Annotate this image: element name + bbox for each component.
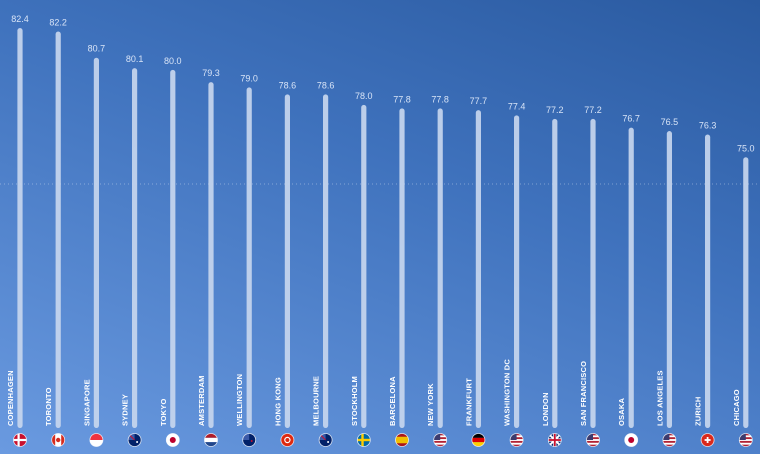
category-label: SAN FRANCISCO — [579, 361, 588, 426]
value-label: 82.4 — [11, 14, 29, 24]
bar — [590, 118, 596, 428]
value-label: 77.2 — [584, 105, 602, 115]
hong-kong-flag-icon — [280, 433, 295, 447]
category-label: SYDNEY — [121, 394, 130, 426]
japan-flag-icon — [165, 433, 180, 447]
value-label: 78.0 — [355, 91, 373, 101]
value-label: 80.0 — [164, 56, 182, 66]
bar — [705, 134, 711, 428]
bar — [628, 127, 634, 428]
value-label: 77.8 — [431, 94, 449, 104]
bar — [284, 94, 290, 428]
value-label: 77.7 — [470, 96, 488, 106]
bar — [399, 108, 405, 429]
category-label: COPENHAGEN — [6, 370, 15, 426]
bar — [552, 118, 558, 428]
category-label: NEW YORK — [426, 383, 435, 426]
value-label: 78.6 — [317, 80, 335, 90]
value-label: 80.7 — [88, 44, 106, 54]
value-label: 79.0 — [240, 73, 258, 83]
value-label: 76.5 — [661, 117, 679, 127]
category-label: STOCKHOLM — [350, 376, 359, 426]
bar — [17, 28, 23, 428]
value-label: 76.7 — [622, 114, 640, 124]
new-zealand-flag-icon — [242, 433, 257, 447]
category-label: LONDON — [541, 392, 550, 426]
germany-flag-icon — [471, 433, 486, 447]
value-label: 80.1 — [126, 54, 144, 64]
bar — [170, 69, 176, 429]
canada-flag-icon — [51, 433, 66, 447]
singapore-flag-icon — [89, 433, 104, 447]
denmark-flag-icon — [13, 433, 27, 447]
australia-flag-icon — [318, 433, 333, 447]
switzerland-flag-icon — [700, 433, 715, 447]
category-label: MELBOURNE — [312, 376, 321, 426]
value-label: 75.0 — [737, 143, 755, 153]
category-label: CHICAGO — [732, 389, 741, 426]
bar — [246, 87, 252, 429]
category-label: FRANKFURT — [464, 378, 473, 426]
category-label: ZURICH — [694, 396, 703, 426]
bar — [361, 104, 367, 428]
bar — [475, 110, 481, 428]
value-label: 77.2 — [546, 105, 564, 115]
value-label: 76.3 — [699, 121, 717, 131]
usa-flag-icon — [586, 433, 600, 447]
category-label: WASHINGTON DC — [503, 359, 512, 426]
uk-flag-icon — [547, 433, 562, 447]
usa-flag-icon — [738, 433, 753, 447]
netherlands-flag-icon — [204, 433, 218, 447]
category-label: BARCELONA — [388, 376, 397, 426]
category-label: AMSTERDAM — [197, 375, 206, 426]
category-label: SINGAPORE — [82, 379, 91, 426]
category-label: LOS ANGELES — [655, 370, 664, 426]
spain-flag-icon — [395, 433, 409, 447]
bar — [93, 57, 99, 428]
bar — [132, 68, 138, 428]
usa-flag-icon — [509, 433, 524, 447]
bar — [437, 108, 443, 429]
usa-flag-icon — [662, 433, 677, 447]
category-label: HONG KONG — [273, 377, 282, 426]
bar — [55, 31, 61, 429]
category-label: OSAKA — [617, 398, 626, 426]
value-label: 77.4 — [508, 101, 526, 111]
value-label: 82.2 — [49, 17, 67, 27]
bar — [208, 82, 214, 428]
value-label: 79.3 — [202, 68, 220, 78]
value-label: 77.8 — [393, 94, 411, 104]
japan-flag-icon — [624, 433, 639, 447]
category-label: WELLINGTON — [235, 374, 244, 426]
value-label: 78.6 — [279, 80, 297, 90]
bar — [743, 157, 749, 429]
category-label: TORONTO — [44, 387, 53, 426]
bar — [666, 131, 672, 428]
bar — [514, 115, 520, 428]
sweden-flag-icon — [356, 433, 371, 447]
bar — [323, 94, 329, 428]
usa-flag-icon — [433, 433, 448, 447]
category-label: TOKYO — [159, 398, 168, 426]
australia-flag-icon — [127, 433, 142, 447]
